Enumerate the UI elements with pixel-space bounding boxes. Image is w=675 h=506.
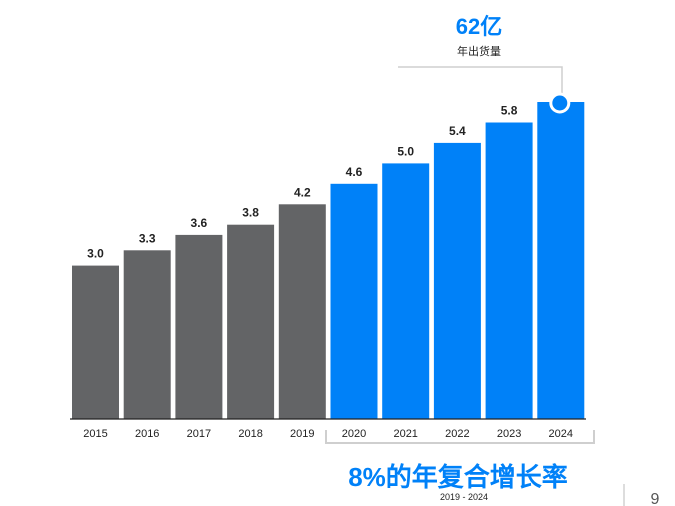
bar-2021	[382, 163, 430, 419]
highlight-marker	[549, 92, 571, 114]
bars-group	[72, 102, 585, 419]
highlight-value: 62亿	[456, 14, 502, 39]
x-tick-labels-group: 2015 2016 2017 2018 2019 2020 2021 2022 2023 2024	[83, 428, 573, 440]
bar-2018	[227, 224, 275, 419]
value-label-2018: 3.8	[242, 206, 259, 220]
x-tick-label-2017: 2017	[187, 428, 211, 440]
cagr-range: 2019 - 2024	[440, 492, 488, 502]
callout-bracket	[398, 66, 563, 96]
page-number: 9	[651, 491, 660, 506]
value-label-2016: 3.3	[139, 231, 156, 245]
bar-2015	[72, 265, 119, 419]
cagr-bracket	[325, 430, 595, 444]
value-label-2023: 5.8	[501, 104, 518, 118]
value-label-2021: 5.0	[397, 144, 414, 158]
x-tick-label-2019: 2019	[290, 428, 314, 440]
x-tick-label-2015: 2015	[83, 428, 107, 440]
bar-2023	[485, 122, 533, 419]
bar-2019	[278, 204, 326, 419]
value-label-2020: 4.6	[346, 165, 363, 179]
cagr-label: 8%的年复合增长率	[348, 462, 568, 492]
bar-2024	[537, 102, 585, 419]
bar-2016	[123, 250, 171, 419]
bar-2017	[175, 234, 223, 419]
value-label-2017: 3.6	[191, 216, 208, 230]
value-label-2015: 3.0	[87, 247, 104, 261]
highlight-caption: 年出货量	[457, 44, 501, 58]
x-tick-label-2020: 2020	[342, 428, 366, 440]
x-tick-label-2021: 2021	[393, 428, 417, 440]
value-label-2019: 4.2	[294, 185, 311, 199]
bar-2022	[433, 142, 481, 419]
x-tick-label-2016: 2016	[135, 428, 159, 440]
x-tick-label-2018: 2018	[238, 428, 262, 440]
value-labels-group: 3.0 3.3 3.6 3.8 4.2 4.6 5.0 5.4 5.8	[87, 104, 518, 261]
x-tick-label-2023: 2023	[497, 428, 521, 440]
value-label-2022: 5.4	[449, 124, 466, 138]
x-tick-label-2024: 2024	[549, 428, 573, 440]
x-tick-label-2022: 2022	[445, 428, 469, 440]
bar-2020	[330, 183, 378, 419]
